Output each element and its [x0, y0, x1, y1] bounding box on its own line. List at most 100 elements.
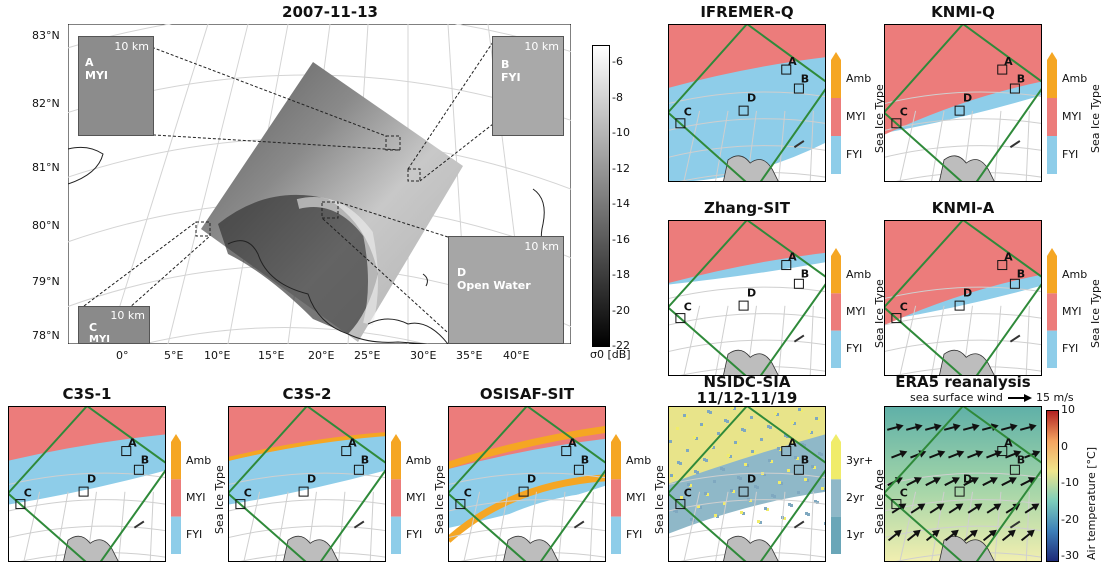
colorbar-tick: 1yr	[846, 528, 865, 542]
site-box	[675, 118, 686, 129]
site-letter: C	[900, 106, 908, 119]
colorbar-label: Sea Ice Type	[1089, 84, 1102, 153]
colorbar-tick: Amb	[1062, 267, 1088, 281]
site-letter: A	[1004, 251, 1013, 264]
sigma0-tick: -22	[612, 339, 630, 352]
colorbar-tick: MYI	[1062, 305, 1082, 318]
site-letter: A	[788, 437, 797, 450]
colorbar-knmia	[1047, 248, 1057, 368]
sigma0-tick: -6	[612, 55, 623, 68]
lat-label: 80°N	[32, 219, 60, 232]
colorbar-tick: MYI	[1062, 110, 1082, 123]
colorbar-tick: Amb	[846, 267, 872, 281]
site-box	[738, 486, 749, 497]
site-letter: A	[128, 437, 137, 450]
sigma0-tick: -14	[612, 197, 630, 210]
site-box	[997, 446, 1008, 457]
colorbar-tick: FYI	[626, 528, 643, 542]
site-letter: C	[244, 486, 252, 499]
site-box	[997, 64, 1008, 75]
site-box	[341, 446, 352, 457]
site-box	[78, 486, 89, 497]
site-box	[954, 486, 965, 497]
sar-footprint-frame	[448, 406, 606, 562]
sar-footprint-frame	[884, 24, 1042, 182]
lon-label: 0°	[116, 349, 129, 362]
site-box	[1009, 83, 1020, 94]
site-letter: C	[684, 486, 692, 499]
colorbar-tick: 2yr	[846, 491, 865, 504]
wind-vectors	[886, 423, 1041, 542]
main-map-title: 2007-11-13	[282, 3, 378, 21]
site-box	[781, 260, 792, 271]
colorbar-tick: MYI	[846, 110, 866, 123]
lon-label: 35°E	[456, 349, 483, 362]
site-letter: A	[788, 251, 797, 264]
colorbar-c3s2	[391, 434, 401, 554]
site-box	[954, 300, 965, 311]
site-box	[353, 464, 364, 475]
colorbar-tick: FYI	[186, 528, 203, 542]
site-letter: B	[801, 268, 809, 281]
site-letter: C	[684, 106, 692, 119]
site-letter: D	[963, 472, 972, 485]
panel-map-osisaf: AB C D	[448, 406, 606, 562]
lon-label: 30°E	[410, 349, 437, 362]
lat-label: 81°N	[32, 161, 60, 174]
temp-colorbar-label: Air temperature [°C]	[1085, 446, 1098, 560]
lat-label: 83°N	[32, 29, 60, 42]
panel-map-knmiq: AB C D	[884, 24, 1042, 182]
lon-label: 40°E	[503, 349, 530, 362]
site-box	[15, 499, 26, 510]
colorbar-tick: MYI	[626, 491, 646, 504]
panel-title-knmia: KNMI-A	[931, 199, 995, 217]
lat-label: 78°N	[32, 329, 60, 342]
sigma0-colorbar	[592, 45, 610, 347]
site-box	[997, 260, 1008, 271]
site-letter: C	[900, 300, 908, 313]
sigma0-tick: -20	[612, 303, 630, 317]
sar-footprint-frame	[668, 24, 826, 182]
site-box	[121, 446, 132, 457]
site-letter: B	[1017, 454, 1025, 467]
sar-footprint-frame	[668, 220, 826, 376]
panel-map-zhang: AB C D	[668, 220, 826, 376]
site-letter: C	[464, 486, 472, 499]
site-letter: A	[1004, 437, 1013, 450]
wind-scale-arrow	[1008, 394, 1032, 402]
wind-scale-label: 15 m/s	[1036, 391, 1074, 404]
temp-tick: -30	[1061, 549, 1079, 562]
site-box	[1009, 464, 1020, 475]
sar-footprint-frame	[884, 406, 1042, 562]
panel-title-ifremer: IFREMER-Q	[700, 3, 794, 21]
colorbar-label: Sea Ice Type	[1089, 279, 1102, 348]
colorbar-tick: FYI	[406, 528, 423, 542]
site-box	[793, 278, 804, 289]
colorbar-nsidc	[831, 434, 841, 554]
panel-map-ifremer: AB C D	[668, 24, 826, 182]
site-letter: D	[747, 472, 756, 485]
inset-c: 10 km C MYI	[78, 306, 150, 345]
site-box	[518, 486, 529, 497]
site-letter: D	[963, 91, 972, 104]
panel-title-c3s1: C3S-1	[62, 385, 112, 403]
site-box	[781, 446, 792, 457]
site-letter: A	[788, 55, 797, 68]
sigma0-tick: -10	[612, 126, 630, 139]
site-box	[561, 446, 572, 457]
colorbar-c3s1	[171, 434, 181, 554]
temp-tick: -10	[1061, 476, 1079, 489]
site-box	[573, 464, 584, 475]
site-letter: B	[1017, 268, 1025, 281]
site-letter: C	[24, 486, 32, 499]
inset-d: 10 km D Open Water	[448, 236, 564, 344]
site-letter: B	[361, 454, 369, 467]
site-letter: B	[141, 454, 149, 467]
colorbar-tick: Amb	[626, 453, 652, 467]
colorbar-tick: MYI	[846, 305, 866, 318]
sigma0-tick: -16	[612, 232, 630, 246]
colorbar-tick: 3yr+	[846, 453, 874, 467]
site-letter: B	[1017, 72, 1025, 85]
site-box	[793, 83, 804, 94]
site-boxes	[79, 41, 494, 343]
